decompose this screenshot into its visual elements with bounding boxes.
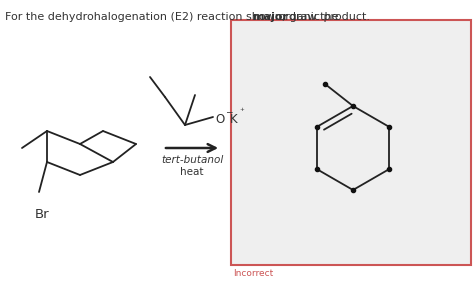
Bar xyxy=(231,20,471,265)
Text: major: major xyxy=(252,12,288,22)
Text: ⁺: ⁺ xyxy=(239,107,244,116)
Text: organic product.: organic product. xyxy=(275,12,370,22)
Text: Incorrect: Incorrect xyxy=(233,269,273,278)
Text: K: K xyxy=(230,113,237,126)
Text: For the dehydrohalogenation (E2) reaction shown, draw the: For the dehydrohalogenation (E2) reactio… xyxy=(5,12,342,22)
Text: heat: heat xyxy=(180,167,204,177)
Text: Br: Br xyxy=(35,208,50,221)
Text: tert-butanol: tert-butanol xyxy=(161,155,223,165)
Text: O: O xyxy=(215,113,224,126)
Text: −: − xyxy=(225,107,233,116)
